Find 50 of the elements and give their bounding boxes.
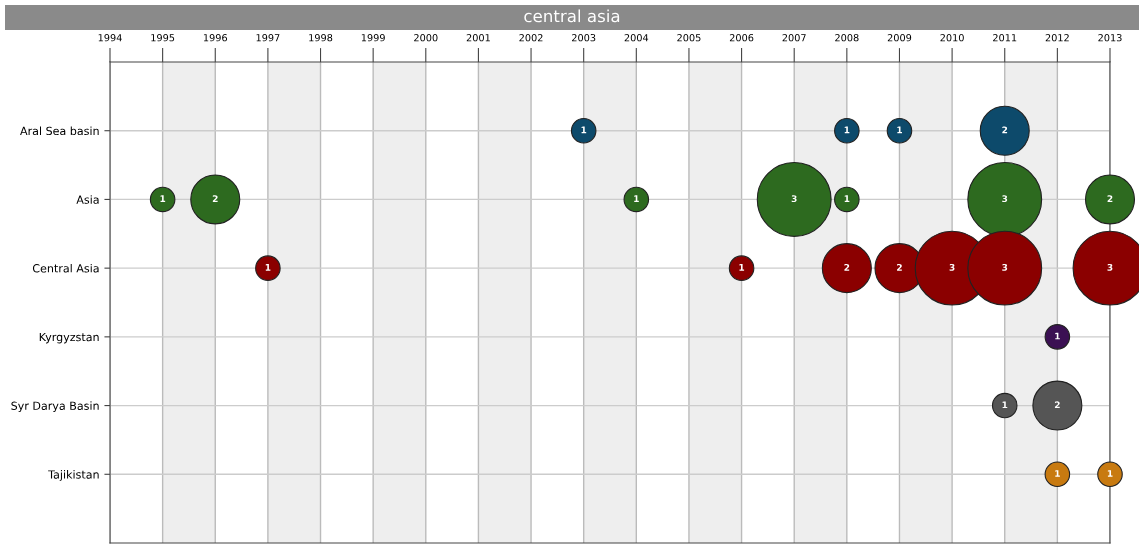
- x-tick-label: 2010: [940, 34, 964, 42]
- x-tick-label: 2006: [729, 34, 754, 42]
- x-tick-label: 2011: [993, 34, 1017, 42]
- x-tick-label: 2002: [519, 34, 543, 42]
- annotation: 1: [1055, 470, 1060, 477]
- y-tick-label: Tajikistan: [48, 470, 99, 481]
- x-tick-label: 2000: [414, 34, 438, 42]
- x-tick-label: 2001: [466, 34, 490, 42]
- y-tick-label: Aral Sea basin: [20, 126, 99, 136]
- annotation: 2: [1107, 195, 1113, 202]
- x-tick-label: 2013: [1098, 34, 1122, 42]
- annotation: 1: [1055, 332, 1060, 340]
- annotation: 1: [739, 264, 745, 271]
- annotation: 3: [1002, 195, 1008, 203]
- annotation: 1: [1002, 401, 1008, 409]
- annotation: 1: [265, 264, 271, 271]
- x-tick-label: 2008: [835, 34, 859, 42]
- y-tick-label: Kyrgyzstan: [39, 332, 99, 344]
- annotation: 2: [212, 195, 218, 202]
- annotation: 1: [1107, 470, 1113, 477]
- annotation: 2: [1002, 126, 1008, 134]
- annotation: 3: [1107, 263, 1113, 271]
- annotation: 1: [897, 126, 902, 134]
- x-tick-label: 1999: [361, 34, 385, 42]
- annotation: 1: [844, 195, 850, 202]
- annotation: 2: [1054, 401, 1060, 409]
- x-tick-label: 2012: [1045, 34, 1069, 42]
- x-tick-label: 1996: [203, 34, 228, 42]
- x-tick-label: 2004: [624, 34, 649, 42]
- x-tick-label: 2005: [677, 34, 701, 42]
- y-tick-label: Syr Darya Basin: [11, 401, 99, 413]
- chart-title: central asia: [524, 9, 620, 23]
- x-tick-label: 1997: [256, 34, 280, 42]
- annotation: 1: [634, 195, 639, 202]
- annotation: 3: [949, 263, 955, 271]
- annotation: 3: [791, 195, 797, 203]
- x-tick-label: 2009: [887, 34, 912, 42]
- x-tick-label: 2007: [782, 34, 806, 42]
- x-tick-label: 1998: [309, 34, 333, 42]
- y-tick-label: Asia: [76, 195, 99, 204]
- annotation: 2: [844, 263, 850, 271]
- x-tick-label: 2003: [572, 34, 596, 42]
- annotation: 2: [897, 263, 902, 271]
- x-tick-label: 1995: [151, 34, 175, 42]
- y-tick-label: Central Asia: [32, 263, 99, 273]
- annotation: 3: [1002, 263, 1008, 271]
- annotation: 1: [844, 126, 850, 134]
- annotation: 1: [160, 195, 166, 202]
- annotation: 1: [581, 126, 587, 134]
- x-tick-label: 1994: [98, 34, 122, 42]
